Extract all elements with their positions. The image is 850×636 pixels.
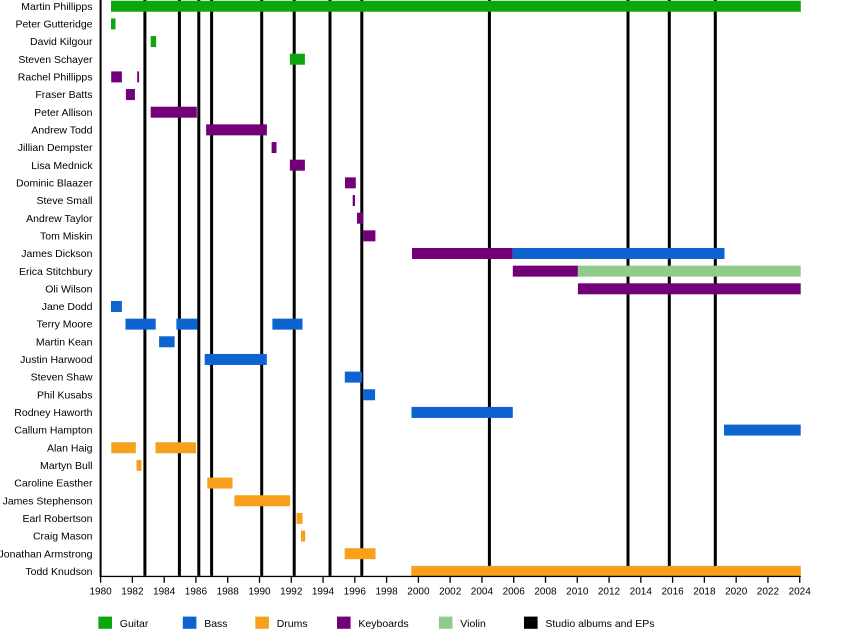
- svg-text:2006: 2006: [503, 587, 526, 598]
- svg-text:Jillian Dempster: Jillian Dempster: [18, 142, 93, 154]
- svg-text:1998: 1998: [375, 587, 398, 598]
- svg-text:Fraser Batts: Fraser Batts: [35, 89, 92, 101]
- svg-text:Erica Stitchbury: Erica Stitchbury: [19, 266, 93, 278]
- svg-text:Martin Kean: Martin Kean: [36, 336, 93, 348]
- svg-text:Steve Small: Steve Small: [36, 195, 92, 207]
- svg-text:2012: 2012: [598, 587, 621, 598]
- svg-text:1988: 1988: [217, 587, 240, 598]
- svg-text:Peter Allison: Peter Allison: [34, 107, 93, 119]
- svg-text:2008: 2008: [534, 587, 557, 598]
- svg-text:1996: 1996: [344, 587, 367, 598]
- svg-text:Callum Hampton: Callum Hampton: [14, 425, 92, 437]
- svg-text:James Stephenson: James Stephenson: [3, 495, 93, 507]
- svg-text:Keyboards: Keyboards: [358, 618, 408, 630]
- svg-text:Rachel Phillipps: Rachel Phillipps: [18, 71, 93, 83]
- svg-text:Martyn Bull: Martyn Bull: [40, 460, 93, 472]
- svg-text:2018: 2018: [693, 587, 716, 598]
- svg-text:Justin Harwood: Justin Harwood: [20, 354, 93, 366]
- svg-text:Lisa Mednick: Lisa Mednick: [31, 160, 93, 172]
- svg-text:Steven Shaw: Steven Shaw: [31, 372, 93, 384]
- svg-text:David Kilgour: David Kilgour: [30, 36, 93, 48]
- svg-text:2014: 2014: [630, 587, 653, 598]
- svg-text:Terry Moore: Terry Moore: [36, 319, 92, 331]
- svg-text:Rodney Haworth: Rodney Haworth: [14, 407, 92, 419]
- svg-text:Todd Knudson: Todd Knudson: [25, 566, 92, 578]
- svg-text:Bass: Bass: [204, 618, 227, 630]
- svg-text:2002: 2002: [439, 587, 462, 598]
- svg-text:Alan Haig: Alan Haig: [47, 442, 93, 454]
- svg-text:Jonathan Armstrong: Jonathan Armstrong: [0, 548, 93, 560]
- svg-text:2010: 2010: [566, 587, 589, 598]
- svg-text:Oli Wilson: Oli Wilson: [45, 283, 92, 295]
- svg-text:1994: 1994: [312, 587, 335, 598]
- svg-text:Drums: Drums: [277, 618, 308, 630]
- svg-text:Violin: Violin: [460, 618, 486, 630]
- svg-text:Dominic Blaazer: Dominic Blaazer: [16, 177, 93, 189]
- svg-text:Peter Gutteridge: Peter Gutteridge: [15, 19, 92, 31]
- svg-text:James Dickson: James Dickson: [21, 248, 92, 260]
- svg-text:2024: 2024: [789, 587, 812, 598]
- svg-text:1980: 1980: [89, 587, 112, 598]
- svg-text:1986: 1986: [185, 587, 208, 598]
- svg-text:Andrew Taylor: Andrew Taylor: [26, 213, 93, 225]
- svg-text:2022: 2022: [757, 587, 780, 598]
- svg-text:1984: 1984: [153, 587, 176, 598]
- svg-text:Caroline Easther: Caroline Easther: [14, 478, 93, 490]
- svg-text:2004: 2004: [471, 587, 494, 598]
- svg-text:Martin Phillipps: Martin Phillipps: [21, 1, 92, 13]
- svg-text:Tom Miskin: Tom Miskin: [40, 230, 93, 242]
- svg-text:Andrew Todd: Andrew Todd: [31, 124, 92, 136]
- svg-text:2020: 2020: [725, 587, 748, 598]
- svg-text:1992: 1992: [280, 587, 303, 598]
- svg-text:2016: 2016: [661, 587, 684, 598]
- svg-text:Jane Dodd: Jane Dodd: [42, 301, 93, 313]
- svg-text:Craig Mason: Craig Mason: [33, 531, 93, 543]
- svg-text:Earl Robertson: Earl Robertson: [22, 513, 92, 525]
- svg-text:Guitar: Guitar: [120, 618, 149, 630]
- svg-text:Steven Schayer: Steven Schayer: [18, 54, 93, 66]
- svg-text:1990: 1990: [248, 587, 271, 598]
- svg-text:1982: 1982: [121, 587, 144, 598]
- svg-text:Studio albums and EPs: Studio albums and EPs: [545, 618, 654, 630]
- svg-text:Phil Kusabs: Phil Kusabs: [37, 389, 92, 401]
- svg-text:2000: 2000: [407, 587, 430, 598]
